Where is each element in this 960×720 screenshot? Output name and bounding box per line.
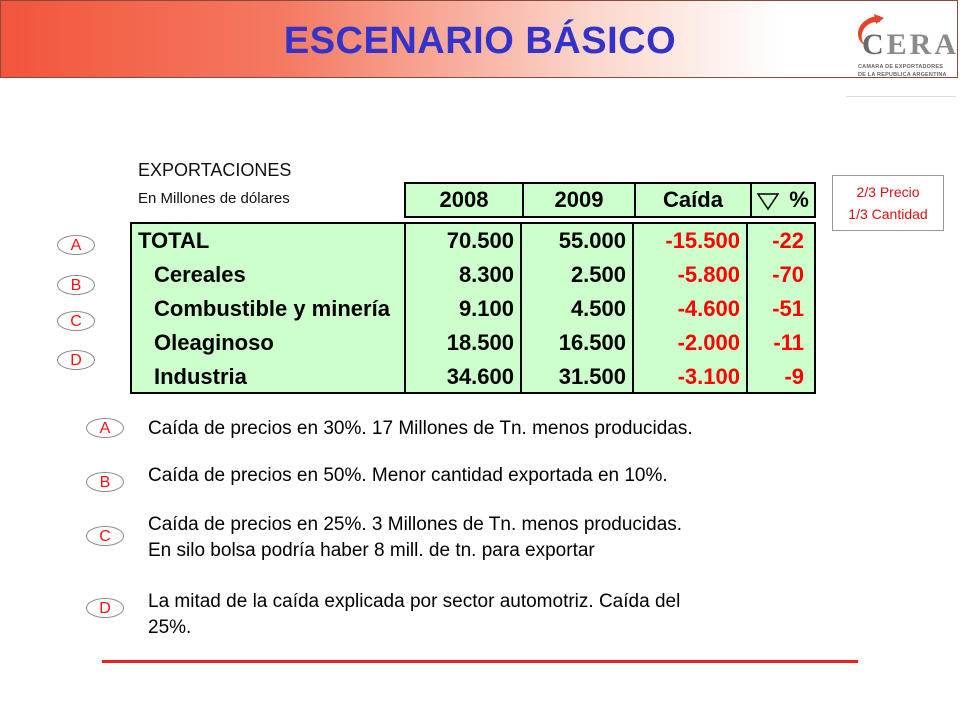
cell-pct: -11 — [773, 330, 804, 355]
cell-2009: 55.000 — [558, 228, 626, 253]
cell-pct: -9 — [784, 364, 804, 389]
col-header-pct: % — [752, 184, 814, 216]
side-badge-b: B — [57, 275, 95, 295]
cell-2009: 16.500 — [558, 330, 626, 355]
col-header-2008: 2008 — [439, 187, 489, 212]
cera-logo: CERA CAMARA DE EXPORTADORES DE LA REPUBL… — [846, 6, 960, 97]
section-subtitle: En Millones de dólares — [138, 190, 290, 207]
side-badge-d: D — [57, 350, 95, 370]
swoosh-icon — [858, 14, 884, 46]
logo-subtitle-1: CAMARA DE EXPORTADORES — [858, 64, 944, 70]
logo-divider — [846, 96, 956, 97]
cell-caida: -3.100 — [677, 364, 740, 389]
table-row: Cereales 8.300 2.500 -5.800 -70 — [132, 258, 814, 292]
bottom-rule — [102, 660, 858, 663]
cell-pct: -51 — [772, 296, 804, 321]
cell-caida: -4.600 — [677, 296, 740, 321]
explanation-c: Caída de precios en 25%. 3 Millones de T… — [148, 514, 683, 561]
cell-2008: 8.300 — [458, 262, 514, 287]
divider — [522, 184, 524, 216]
header-bar — [0, 0, 958, 78]
cell-caida: -5.800 — [677, 262, 740, 287]
row-label: Oleaginoso — [154, 330, 274, 355]
explanation-badge-b: B — [86, 472, 124, 492]
cell-caida: -2.000 — [677, 330, 740, 355]
col-header-2009: 2009 — [554, 187, 604, 212]
cell-2008: 34.600 — [446, 364, 514, 389]
note-box: 2/3 Precio 1/3 Cantidad — [832, 175, 944, 231]
row-label: Industria — [154, 364, 247, 389]
cell-2008: 9.100 — [458, 296, 514, 321]
cell-2009: 31.500 — [558, 364, 626, 389]
table-row: TOTAL 70.500 55.000 -15.500 -22 — [132, 224, 814, 258]
cell-2008: 18.500 — [446, 330, 514, 355]
explanation-badge-c: C — [86, 526, 124, 546]
cell-2008: 70.500 — [446, 228, 514, 253]
divider — [520, 224, 522, 392]
page-title: ESCENARIO BÁSICO — [283, 20, 677, 62]
divider — [634, 184, 636, 216]
col-header-caida: Caída — [663, 187, 723, 212]
row-label: TOTAL — [138, 228, 210, 253]
row-label: Cereales — [154, 262, 246, 287]
cell-caida: -15.500 — [665, 228, 740, 253]
explanation-b: Caída de precios en 50%. Menor cantidad … — [148, 465, 668, 486]
exports-table: TOTAL 70.500 55.000 -15.500 -22 Cereales… — [130, 222, 816, 394]
section-title: EXPORTACIONES — [138, 160, 292, 180]
side-badge-c: C — [57, 311, 95, 331]
cell-pct: -22 — [772, 228, 804, 253]
logo-subtitle-2: DE LA REPUBLICA ARGENTINA — [858, 72, 947, 78]
triangle-down-icon — [757, 193, 780, 211]
divider — [750, 184, 752, 216]
cell-pct: -70 — [772, 262, 804, 287]
divider — [746, 224, 748, 392]
table-row: Oleaginoso 18.500 16.500 -2.000 -11 — [132, 326, 814, 360]
side-badge-a: A — [57, 235, 95, 255]
table-row: Combustible y minería 9.100 4.500 -4.600… — [132, 292, 814, 326]
cell-2009: 2.500 — [570, 262, 626, 287]
logo-wordmark: CERA — [862, 28, 960, 61]
note-line-2: 1/3 Cantidad — [848, 206, 928, 222]
row-label: Combustible y minería — [154, 296, 390, 321]
note-line-1: 2/3 Precio — [856, 184, 920, 200]
explanation-d: La mitad de la caída explicada por secto… — [148, 591, 681, 638]
explanation-badge-d: D — [86, 598, 124, 618]
explanation-a: Caída de precios en 30%. 17 Millones de … — [148, 418, 693, 439]
table-row: Industria 34.600 31.500 -3.100 -9 — [132, 360, 814, 394]
divider — [404, 224, 406, 392]
table-header: 2008 2009 Caída % — [404, 182, 816, 218]
cell-2009: 4.500 — [570, 296, 626, 321]
explanation-badge-a: A — [86, 418, 124, 438]
divider — [632, 224, 634, 392]
